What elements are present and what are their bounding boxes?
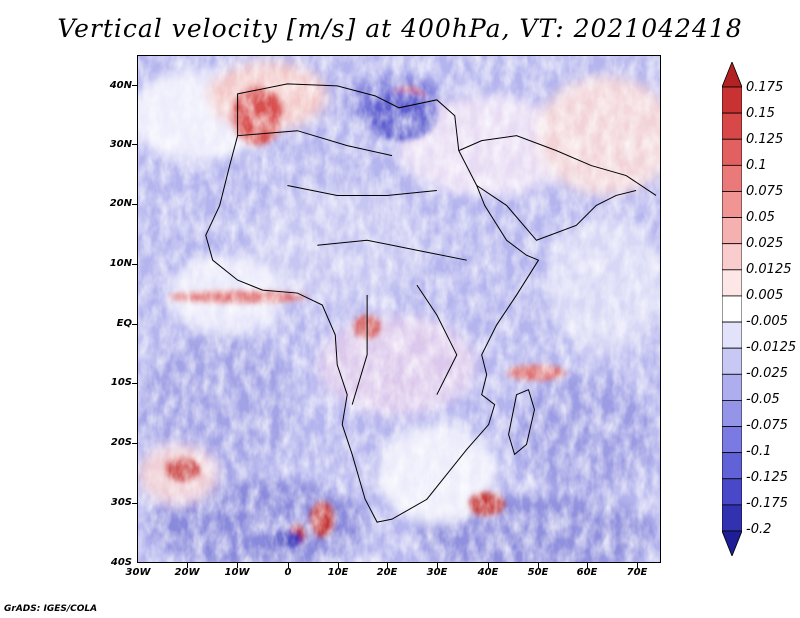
- colorbar-box: [722, 373, 742, 401]
- lat-tick: [132, 324, 137, 325]
- colorbar-box: [722, 321, 742, 349]
- colorbar-box: [722, 191, 742, 218]
- colorbar-label: 0.05: [746, 210, 775, 225]
- colorbar-label: -0.1: [746, 444, 772, 459]
- map-panel: [137, 55, 661, 563]
- colorbar-box: [722, 62, 742, 88]
- madagascar: [508, 389, 535, 456]
- vertical-velocity-field: [138, 56, 660, 562]
- colorbar-label: 0.075: [746, 184, 784, 199]
- lat-tick: [132, 144, 137, 145]
- lat-label-eq: EQ: [116, 318, 132, 329]
- lat-label-30n: 30N: [109, 139, 132, 150]
- colorbar-label: -0.175: [746, 496, 788, 511]
- lon-tick: [587, 563, 588, 568]
- lon-tick: [237, 563, 238, 568]
- lat-label-20n: 20N: [109, 198, 132, 209]
- arabia-north: [458, 135, 657, 196]
- border-sahel: [287, 184, 437, 196]
- colorbar-label: 0.1: [746, 158, 767, 173]
- lat-label-30s: 30S: [110, 497, 132, 508]
- lon-label-70e: 70E: [626, 567, 648, 578]
- coastlines: [205, 83, 657, 523]
- lon-label-30e: 30E: [426, 567, 448, 578]
- colorbar-label: 0.125: [746, 132, 784, 147]
- lon-label-0: 0: [284, 567, 292, 578]
- lon-tick: [538, 563, 539, 568]
- chart-title: Vertical velocity [m/s] at 400hPa, VT: 2…: [57, 14, 743, 43]
- colorbar-label: -0.0125: [746, 340, 797, 355]
- colorbar-box: [722, 86, 742, 114]
- lat-label-20s: 20S: [110, 437, 132, 448]
- lon-tick: [187, 563, 188, 568]
- colorbar-box: [722, 243, 742, 271]
- colorbar-box: [722, 426, 742, 454]
- border-central: [317, 239, 467, 261]
- lon-label-40e: 40E: [477, 567, 499, 578]
- arabia-south: [476, 185, 637, 241]
- lon-tick: [637, 563, 638, 568]
- lon-label-10e: 10E: [327, 567, 349, 578]
- colorbar-label: 0.025: [746, 236, 784, 251]
- colorbar-label: 0.0125: [746, 262, 792, 277]
- lon-tick: [387, 563, 388, 568]
- colorbar-box: [722, 269, 742, 297]
- africa-coast: [205, 83, 540, 523]
- colorbar-box: [722, 295, 742, 323]
- colorbar-label: 0.005: [746, 288, 784, 303]
- lon-label-20w: 20W: [174, 567, 200, 578]
- colorbar: [722, 62, 742, 556]
- lon-tick: [488, 563, 489, 568]
- border-sahara: [237, 130, 393, 157]
- colorbar-label: 0.15: [746, 106, 775, 121]
- lon-label-60e: 60E: [576, 567, 598, 578]
- lat-tick: [132, 264, 137, 265]
- lat-tick: [132, 383, 137, 384]
- lon-tick: [288, 563, 289, 568]
- colorbar-box: [722, 530, 742, 556]
- colorbar-box: [722, 452, 742, 480]
- lon-tick: [437, 563, 438, 568]
- colorbar-label: -0.05: [746, 392, 780, 407]
- lat-tick: [132, 85, 137, 86]
- colorbar-box: [722, 347, 742, 375]
- colorbar-box: [722, 112, 742, 140]
- colorbar-box: [722, 138, 742, 166]
- colorbar-label: -0.025: [746, 366, 788, 381]
- colorbar-label: 0.175: [746, 80, 784, 95]
- colorbar-box: [722, 164, 742, 192]
- lat-label-40n: 40N: [109, 80, 132, 91]
- credit-text: GrADS: IGES/COLA: [4, 604, 98, 614]
- lat-tick: [132, 204, 137, 205]
- colorbar-boxes: [722, 62, 742, 556]
- lat-tick: [132, 503, 137, 504]
- lon-label-10w: 10W: [224, 567, 250, 578]
- lon-label-30w: 30W: [125, 567, 151, 578]
- colorbar-label: -0.125: [746, 470, 788, 485]
- colorbar-label: -0.2: [746, 522, 772, 537]
- lat-label-10s: 10S: [110, 377, 132, 388]
- lat-label-40s: 40S: [110, 557, 132, 568]
- lat-tick: [132, 443, 137, 444]
- field-texture: [138, 56, 660, 562]
- lat-label-10n: 10N: [109, 258, 132, 269]
- colorbar-box: [722, 504, 742, 532]
- lon-tick: [338, 563, 339, 568]
- colorbar-label: -0.005: [746, 314, 788, 329]
- colorbar-box: [722, 478, 742, 506]
- colorbar-label: -0.075: [746, 418, 788, 433]
- lon-label-50e: 50E: [527, 567, 549, 578]
- lon-label-20e: 20E: [376, 567, 398, 578]
- border-rift: [416, 284, 458, 395]
- colorbar-box: [722, 400, 742, 427]
- border-east: [351, 295, 368, 405]
- colorbar-box: [722, 217, 742, 245]
